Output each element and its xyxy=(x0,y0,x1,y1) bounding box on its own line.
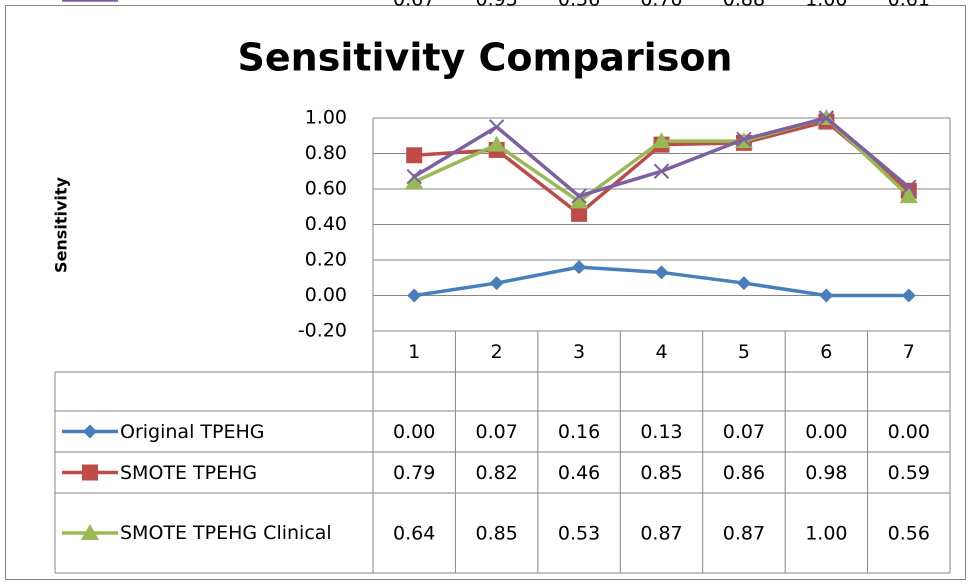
marker xyxy=(653,163,670,179)
table-value: 1.00 xyxy=(805,523,847,545)
table-value: 0.86 xyxy=(723,462,765,484)
x-tick-label: 1 xyxy=(408,341,420,363)
x-tick-label: 7 xyxy=(903,341,915,363)
marker xyxy=(901,288,916,303)
legend-label: SMOTE TPEHG Clinical xyxy=(120,522,332,544)
legend-cell: SMOTE TPEHG xyxy=(120,452,370,493)
marker xyxy=(405,172,424,189)
marker xyxy=(570,192,589,209)
legend-label: Original TPEHG xyxy=(120,420,265,443)
y-tick-label: 0.60 xyxy=(305,178,347,200)
table-value: 0.00 xyxy=(805,421,847,443)
y-tick-label: 0.80 xyxy=(305,142,347,164)
table-value: 0.64 xyxy=(393,523,435,545)
table-value: 0.67 xyxy=(393,0,435,11)
marker xyxy=(488,119,505,135)
legend-box: SMOTE TPEHG xyxy=(120,452,370,493)
table-value: 0.61 xyxy=(888,0,930,11)
table-value: 0.88 xyxy=(723,0,765,11)
legend-box: Original TPEHG xyxy=(120,411,370,452)
legend-box: SMOTE TPEHG Clinical xyxy=(120,493,370,573)
table-value: 0.13 xyxy=(640,421,682,443)
x-tick-label: 6 xyxy=(820,341,832,363)
y-tick-label: 0.40 xyxy=(305,213,347,235)
marker xyxy=(819,288,834,303)
marker xyxy=(736,276,751,291)
legend-label: SMOTE TPEHG xyxy=(120,461,258,484)
table-value: 0.46 xyxy=(558,462,600,484)
marker xyxy=(652,132,671,149)
marker xyxy=(489,276,504,291)
marker xyxy=(406,147,423,164)
marker xyxy=(572,260,587,275)
chart-title: Sensitivity Comparison xyxy=(238,36,733,80)
table-value: 0.00 xyxy=(888,421,930,443)
table-value: 0.16 xyxy=(558,421,600,443)
x-tick-label: 2 xyxy=(491,341,503,363)
table-value: 0.07 xyxy=(723,421,765,443)
marker xyxy=(487,135,506,152)
y-tick-label: -0.20 xyxy=(298,320,347,342)
y-tick-label: 1.00 xyxy=(305,107,347,129)
table-value: 0.82 xyxy=(475,462,517,484)
marker xyxy=(406,168,422,185)
marker xyxy=(571,205,588,222)
marker xyxy=(654,265,669,280)
table-value: 0.07 xyxy=(475,421,517,443)
table-value: 0.87 xyxy=(640,523,682,545)
marker xyxy=(571,188,587,204)
x-tick-label: 4 xyxy=(655,341,667,363)
marker xyxy=(407,288,422,303)
y-axis-label: Sensitivity xyxy=(52,176,71,272)
table-value: 0.56 xyxy=(888,523,930,545)
legend-cell: SMOTE TPEHG Clinical xyxy=(120,493,370,573)
table-value: 0.00 xyxy=(393,421,435,443)
table-value: 0.87 xyxy=(723,523,765,545)
table-value: 0.85 xyxy=(640,462,682,484)
table-value: 0.56 xyxy=(558,0,600,11)
table-value: 0.95 xyxy=(475,0,517,11)
legend-marker xyxy=(83,424,97,439)
y-tick-label: 0.20 xyxy=(305,249,347,271)
marker xyxy=(899,187,918,204)
table-value: 1.00 xyxy=(805,0,847,11)
table-value: 0.59 xyxy=(888,462,930,484)
table-value: 0.85 xyxy=(475,523,517,545)
table-value: 0.98 xyxy=(805,462,847,484)
legend-marker xyxy=(82,464,98,481)
marker xyxy=(736,131,752,148)
y-tick-label: 0.00 xyxy=(305,284,347,306)
table-value: 0.79 xyxy=(393,462,435,484)
table-value: 0.70 xyxy=(640,0,682,11)
legend-marker xyxy=(81,524,99,540)
legend-cell: Original TPEHG xyxy=(120,411,370,452)
x-tick-label: 3 xyxy=(573,341,585,363)
marker xyxy=(901,179,917,195)
table-value: 0.53 xyxy=(558,523,600,545)
marker xyxy=(818,110,835,126)
x-tick-label: 5 xyxy=(738,341,750,363)
